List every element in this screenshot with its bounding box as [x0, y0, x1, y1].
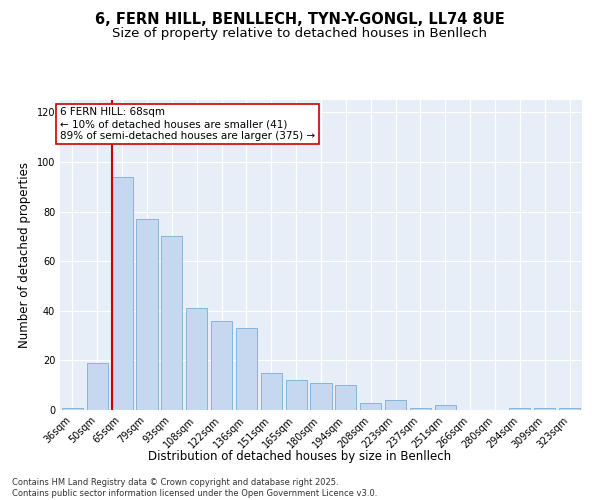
Bar — [87, 363, 108, 410]
Bar — [161, 236, 182, 410]
Bar — [360, 402, 381, 410]
Bar — [261, 373, 282, 410]
Bar — [112, 177, 133, 410]
Text: Size of property relative to detached houses in Benllech: Size of property relative to detached ho… — [113, 28, 487, 40]
Bar — [410, 408, 431, 410]
Bar — [335, 385, 356, 410]
Bar — [435, 405, 456, 410]
Y-axis label: Number of detached properties: Number of detached properties — [18, 162, 31, 348]
Bar — [236, 328, 257, 410]
Text: Contains HM Land Registry data © Crown copyright and database right 2025.
Contai: Contains HM Land Registry data © Crown c… — [12, 478, 377, 498]
Bar — [286, 380, 307, 410]
Text: 6, FERN HILL, BENLLECH, TYN-Y-GONGL, LL74 8UE: 6, FERN HILL, BENLLECH, TYN-Y-GONGL, LL7… — [95, 12, 505, 28]
Bar — [509, 408, 530, 410]
Bar — [310, 382, 332, 410]
Bar — [186, 308, 207, 410]
Bar — [534, 408, 555, 410]
Text: Distribution of detached houses by size in Benllech: Distribution of detached houses by size … — [148, 450, 452, 463]
Text: 6 FERN HILL: 68sqm
← 10% of detached houses are smaller (41)
89% of semi-detache: 6 FERN HILL: 68sqm ← 10% of detached hou… — [60, 108, 315, 140]
Bar — [136, 219, 158, 410]
Bar — [385, 400, 406, 410]
Bar — [211, 320, 232, 410]
Bar — [559, 408, 580, 410]
Bar — [62, 408, 83, 410]
